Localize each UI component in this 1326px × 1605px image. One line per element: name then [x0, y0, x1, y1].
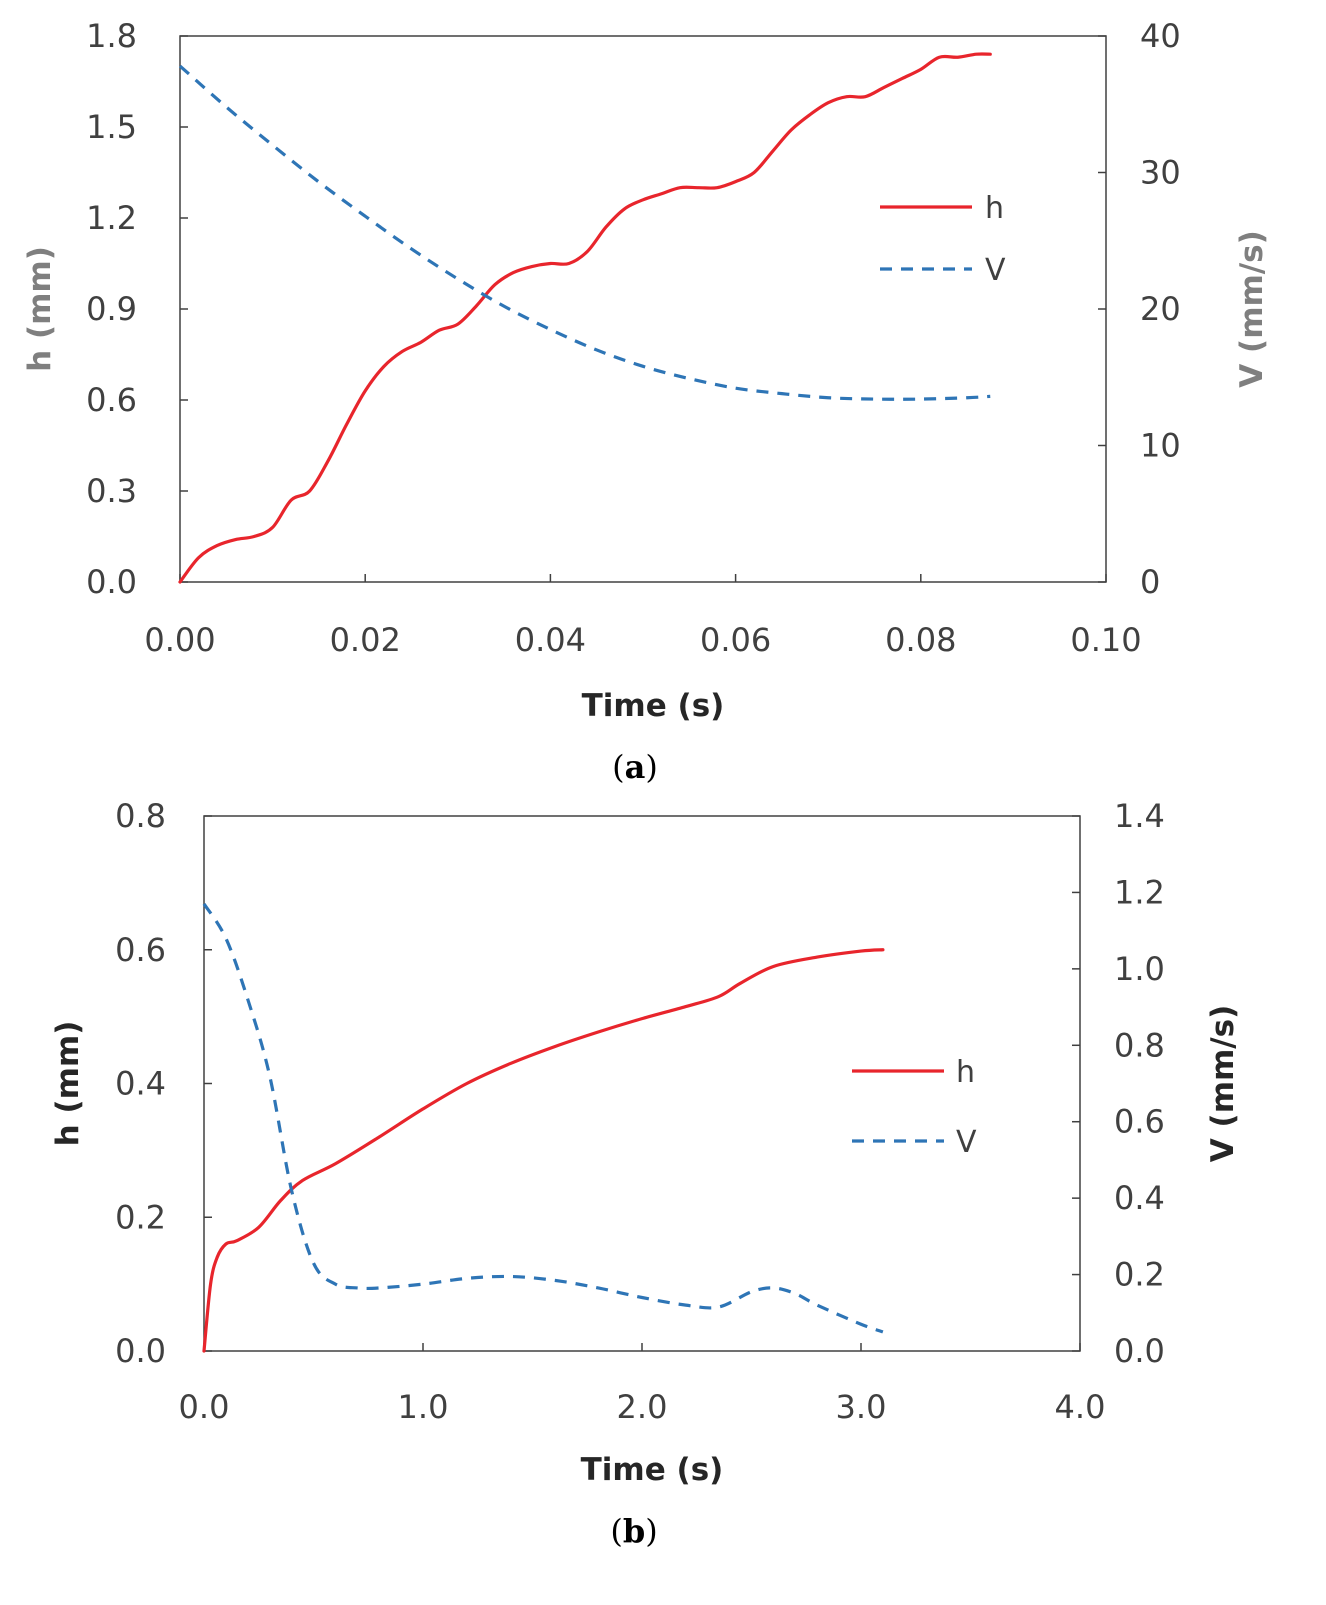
y-left-tick-label: 0.0 — [115, 1332, 166, 1370]
x-tick-label: 1.0 — [398, 1388, 449, 1426]
x-tick-label: 2.0 — [617, 1388, 668, 1426]
series-line-h — [202, 948, 885, 1353]
y-right-tick-label: 1.4 — [1114, 797, 1165, 835]
y-right-tick-label: 0.2 — [1114, 1256, 1165, 1294]
series-line-V — [202, 903, 884, 1334]
legend-label-h: h — [985, 191, 1004, 226]
series-line-V — [178, 64, 991, 401]
legend-label-V: V — [985, 253, 1006, 288]
y-right-tick-label: 0 — [1140, 563, 1160, 601]
y-right-tick-label: 1.0 — [1114, 950, 1165, 988]
y-right-tick-label: 10 — [1140, 427, 1181, 465]
y-left-axis-label: h (mm) — [22, 246, 58, 372]
y-right-axis-label: V (mm/s) — [1205, 1005, 1241, 1163]
y-left-tick-label: 1.2 — [86, 199, 137, 237]
y-left-tick-label: 0.8 — [115, 797, 166, 835]
figure-caption: (b) — [610, 1512, 657, 1550]
y-right-tick-label: 20 — [1140, 290, 1181, 328]
y-right-tick-label: 1.2 — [1114, 873, 1165, 911]
y-left-tick-label: 0.2 — [115, 1198, 166, 1236]
y-left-axis-label: h (mm) — [50, 1021, 86, 1147]
chart-a: 0.00 0.02 0.04 0.06 0.08 0.10 0.0 0.3 0.6 0.9 1.2 1… — [22, 17, 1270, 786]
y-left-tick-label: 0.0 — [86, 563, 137, 601]
y-right-tick-label: 0.6 — [1114, 1103, 1165, 1141]
x-tick-label: 4.0 — [1055, 1388, 1106, 1426]
y-left-tick-label: 0.9 — [86, 290, 137, 328]
x-tick-label: 0.04 — [515, 621, 586, 659]
x-tick-label: 0.08 — [885, 621, 956, 659]
x-tick-label: 0.02 — [330, 621, 401, 659]
figure-caption: (a) — [612, 748, 658, 786]
y-left-tick-label: 1.8 — [86, 17, 137, 55]
x-axis-label: Time (s) — [581, 1452, 724, 1488]
y-right-tick-label: 30 — [1140, 154, 1181, 192]
y-right-tick-label: 0.0 — [1114, 1332, 1165, 1370]
legend-label-h: h — [956, 1055, 975, 1090]
y-left-tick-label: 0.3 — [86, 472, 137, 510]
x-axis-label: Time (s) — [582, 688, 725, 724]
y-right-axis-label: V (mm/s) — [1234, 230, 1270, 388]
legend-label-V: V — [956, 1125, 977, 1160]
plot-frame — [203, 815, 1081, 1352]
legend: hV — [880, 191, 1006, 288]
x-tick-label: 3.0 — [836, 1388, 887, 1426]
plot-frame — [179, 35, 1107, 583]
y-right-tick-label: 0.8 — [1114, 1026, 1165, 1064]
y-right-tick-label: 40 — [1140, 17, 1181, 55]
x-tick-label: 0.06 — [700, 621, 771, 659]
y-left-tick-label: 0.4 — [115, 1065, 166, 1103]
y-left-tick-label: 1.5 — [86, 108, 137, 146]
chart-b: 0.0 1.0 2.0 3.0 4.00.00.20.40.60.80.00.20.40… — [50, 797, 1241, 1550]
y-left-tick-label: 0.6 — [115, 931, 166, 969]
x-tick-label: 0.0 — [179, 1388, 230, 1426]
legend: hV — [852, 1055, 977, 1160]
series-line-h — [178, 52, 992, 584]
y-left-tick-label: 0.6 — [86, 381, 137, 419]
x-tick-label: 0.00 — [144, 621, 215, 659]
x-tick-label: 0.10 — [1070, 621, 1141, 659]
y-right-tick-label: 0.4 — [1114, 1179, 1165, 1217]
